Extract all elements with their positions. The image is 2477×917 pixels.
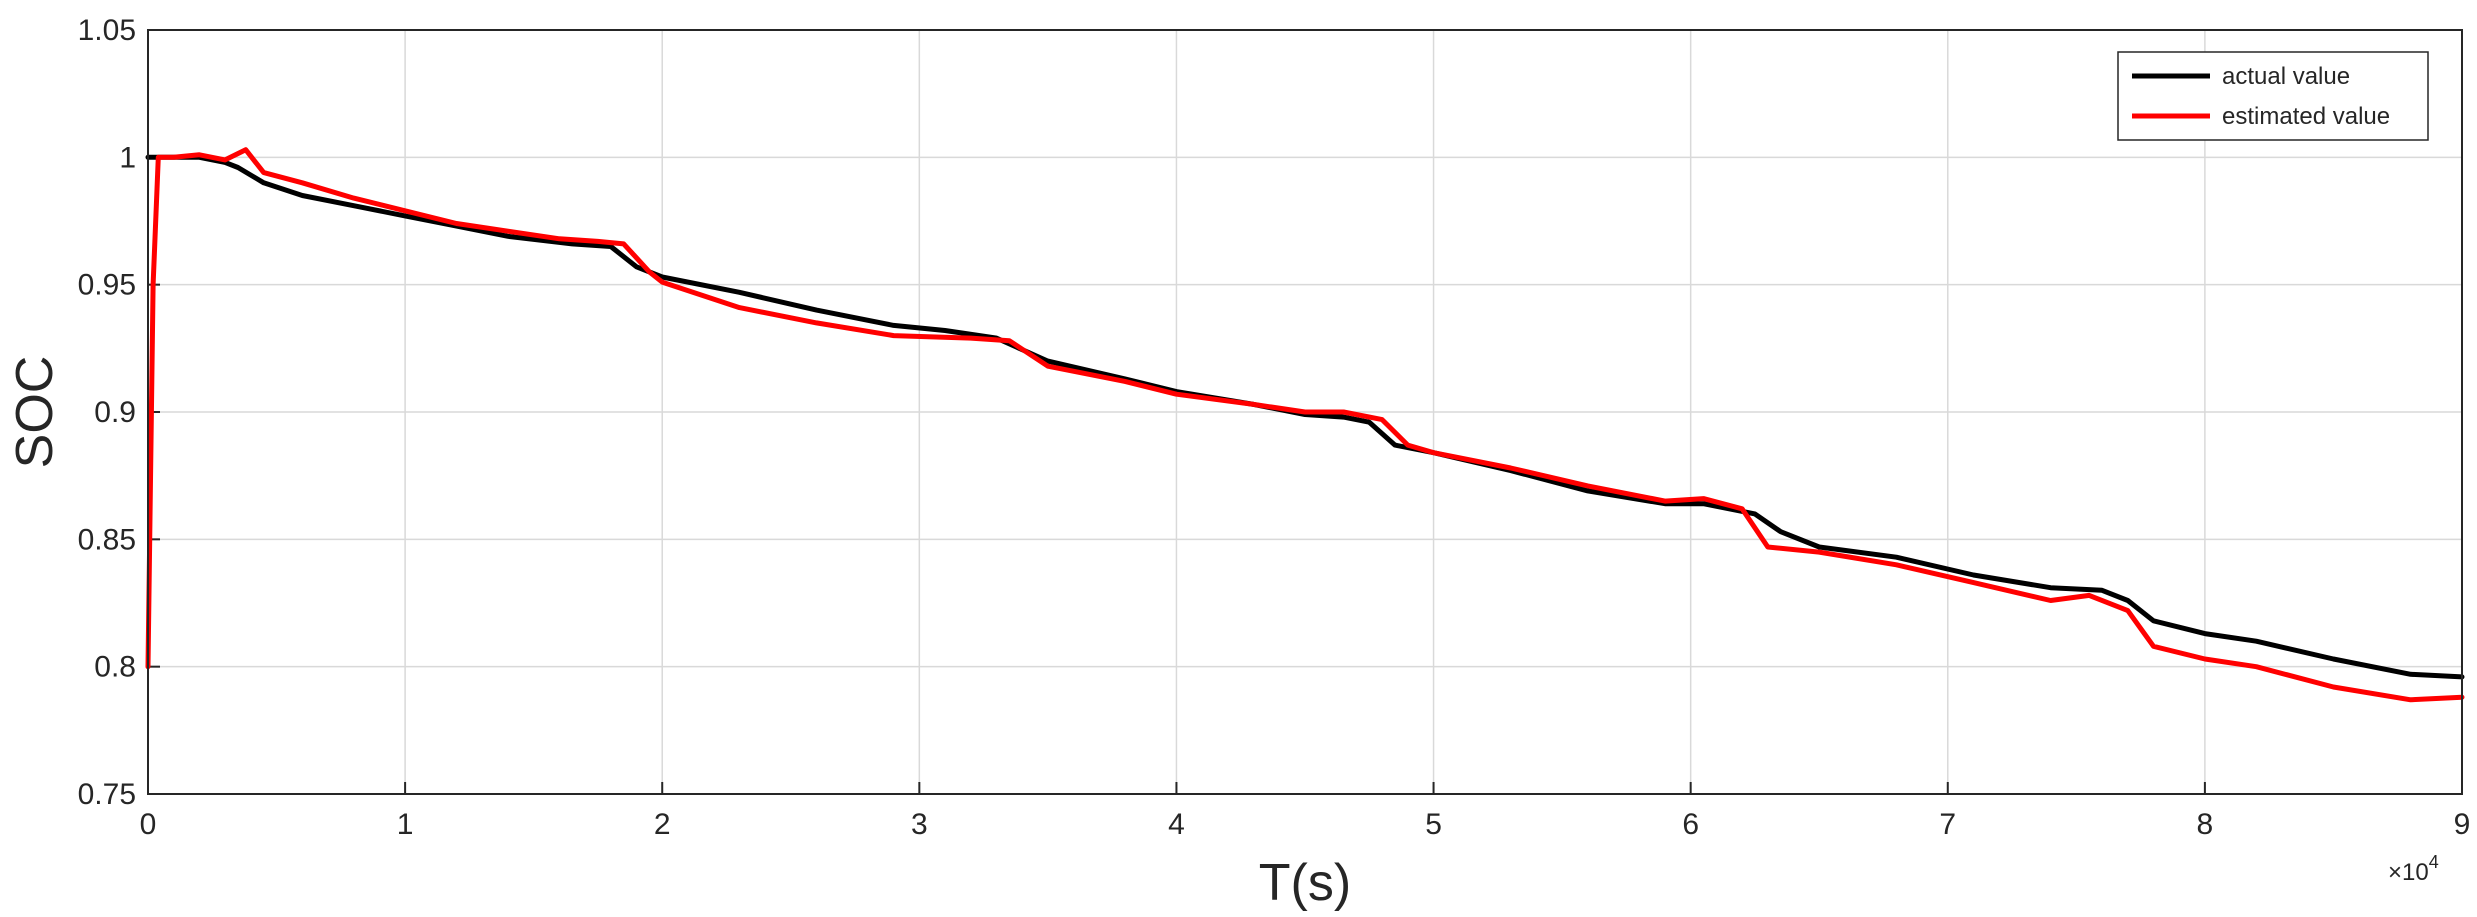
plot-border [147,29,2463,795]
legend: actual value estimated value [2117,51,2429,141]
y-tick-label: 1 [119,141,136,174]
legend-label-actual: actual value [2222,63,2350,90]
y-tick-label: 0.8 [94,651,136,684]
y-axis-label: SOC [6,356,64,469]
x-tick-label: 0 [140,808,157,841]
x-tick-labels: 0 1 2 3 4 5 6 7 8 9 [140,808,2471,841]
y-tick-label: 1.05 [78,14,136,47]
x-tick-label: 5 [1425,808,1442,841]
y-tick-label: 0.75 [78,778,136,811]
x-tick-label: 6 [1682,808,1699,841]
x-tick-label: 9 [2454,808,2471,841]
x-tick-label: 7 [1939,808,1956,841]
x-axis-exponent: ×104 [2388,852,2439,886]
y-tick-labels: 0.75 0.8 0.85 0.9 0.95 1 1.05 [78,14,136,811]
legend-box [2117,51,2429,141]
x-tick-label: 8 [2197,808,2214,841]
y-tick-label: 0.9 [94,396,136,429]
x-axis-exponent-base: ×10 [2388,859,2429,886]
x-tick-label: 4 [1168,808,1185,841]
x-tick-label: 2 [654,808,671,841]
x-axis-label: T(s) [1259,854,1351,912]
y-tick-label: 0.85 [78,523,136,556]
x-axis-exponent-power: 4 [2429,852,2439,872]
series-group [145,147,2465,703]
x-tick-label: 1 [397,808,414,841]
series-line-estimated-value [145,147,2465,703]
legend-label-estimated: estimated value [2222,103,2390,130]
x-tick-label: 3 [911,808,928,841]
y-tick-label: 0.95 [78,269,136,302]
